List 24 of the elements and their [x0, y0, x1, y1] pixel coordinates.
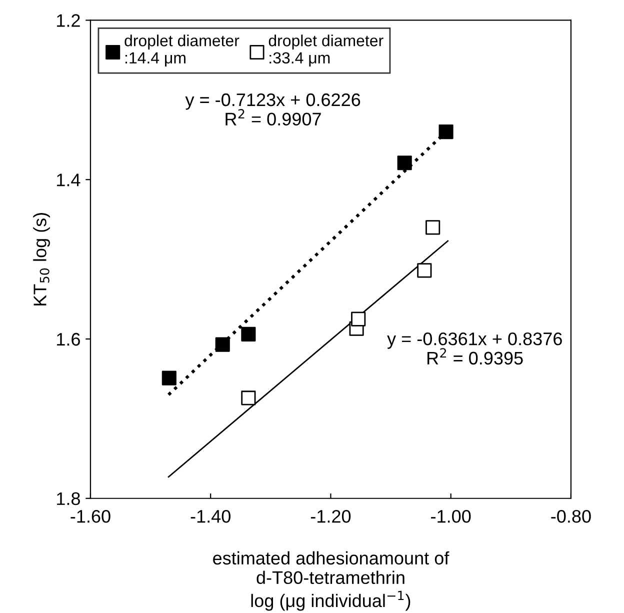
- y-tick-label: 1.6: [57, 332, 80, 346]
- x-tick-label: -1.20: [310, 510, 351, 523]
- y-axis-title: KT$_{50}$ log (s): [33, 212, 50, 306]
- x-tick-label: -0.80: [551, 510, 591, 523]
- point: [397, 156, 412, 170]
- y-tick-label: 1.2: [57, 14, 80, 27]
- x-tick-label: -1.00: [431, 510, 471, 523]
- point: [438, 124, 454, 140]
- point: [162, 370, 176, 386]
- y-tick-label: 1.8: [57, 492, 80, 506]
- annotation: y = -0.7123x + 0.6226 R$^{2}$ = 0.9907: [185, 93, 360, 126]
- x-axis-title: estimated adhesionamount of d-T80-tetramethrin log (μg individual$^{−1}$): [213, 551, 450, 611]
- legend-label: droplet diameter :14.4 μm: [124, 34, 240, 66]
- point: [417, 263, 432, 278]
- point: [215, 337, 230, 352]
- y-tick-label: 1.4: [57, 174, 80, 186]
- x-tick-label: -1.60: [70, 510, 110, 523]
- point: [351, 312, 366, 326]
- x-tick-label: -1.40: [190, 510, 230, 523]
- point: [241, 326, 256, 342]
- annotation: y = -0.6361x + 0.8376 R$^{2}$ = 0.9395: [387, 332, 562, 365]
- point: [241, 390, 256, 406]
- legend-label: droplet diameter :33.4 μm: [268, 34, 384, 66]
- point: [426, 220, 440, 235]
